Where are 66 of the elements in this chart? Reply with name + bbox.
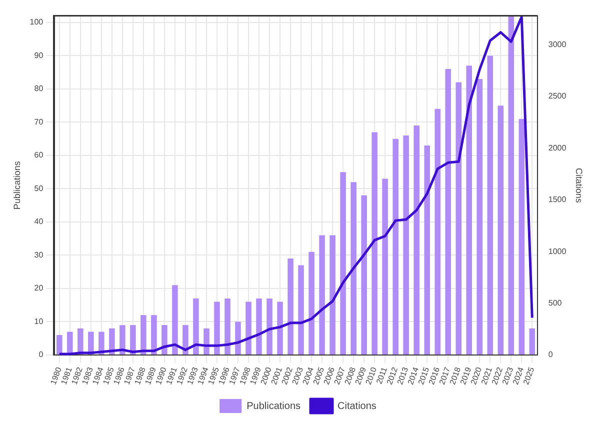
y-tick-label: 40 xyxy=(34,217,44,226)
y2-axis-title: Citations xyxy=(574,168,584,204)
bar xyxy=(372,132,378,354)
y-tick-label: 70 xyxy=(34,117,44,126)
bar xyxy=(56,335,62,354)
bar xyxy=(382,178,388,354)
y-tick-label: 10 xyxy=(34,316,44,326)
bar xyxy=(340,172,346,354)
legend-label: Citations xyxy=(338,400,376,412)
bar xyxy=(140,315,146,354)
bar xyxy=(120,325,126,354)
y-tick-label: 50 xyxy=(34,184,44,193)
bar xyxy=(466,66,472,354)
bar xyxy=(414,126,420,354)
bar xyxy=(172,285,178,354)
bar xyxy=(308,252,314,354)
y2-tick-label: 0 xyxy=(548,350,554,360)
y-tick-label: 0 xyxy=(38,350,44,360)
bar xyxy=(508,16,514,354)
y-tick-label: 20 xyxy=(34,284,44,293)
y2-tick-label: 500 xyxy=(548,298,562,308)
y-tick-label: 90 xyxy=(34,50,44,60)
bar xyxy=(193,298,199,354)
y2-tick-label: 2000 xyxy=(548,143,567,152)
bar xyxy=(162,325,168,354)
bar xyxy=(330,235,336,354)
bar xyxy=(456,82,462,354)
bar xyxy=(361,195,367,354)
bar xyxy=(235,322,241,354)
legend-label: Publications xyxy=(246,400,301,412)
bar xyxy=(204,328,210,354)
bar xyxy=(319,235,325,354)
y-tick-label: 100 xyxy=(30,18,44,27)
bar xyxy=(434,108,440,354)
y2-tick-label: 3000 xyxy=(548,40,567,49)
bar xyxy=(288,258,294,354)
bar xyxy=(445,69,451,354)
bar xyxy=(214,302,220,354)
bar xyxy=(78,328,84,354)
bar xyxy=(67,332,73,354)
bar xyxy=(403,136,409,354)
bar xyxy=(487,56,494,354)
bar xyxy=(151,315,157,354)
bar xyxy=(246,302,252,354)
bar xyxy=(498,106,504,354)
bar xyxy=(182,325,188,354)
y-axis-title: Publications xyxy=(12,160,22,210)
bar xyxy=(392,138,398,354)
y-tick-label: 30 xyxy=(34,250,44,260)
y2-tick-label: 2500 xyxy=(548,92,567,101)
bar xyxy=(130,325,136,354)
bar xyxy=(529,328,536,354)
y2-tick-label: 1500 xyxy=(548,195,567,204)
bar xyxy=(518,118,525,354)
y-tick-label: 60 xyxy=(34,150,44,160)
bar xyxy=(298,265,304,354)
bar xyxy=(88,332,94,354)
y-tick-label: 80 xyxy=(34,84,44,94)
bar xyxy=(277,302,283,354)
bar xyxy=(266,298,272,354)
bar xyxy=(476,78,483,354)
bar xyxy=(256,298,262,354)
y2-tick-label: 1000 xyxy=(548,246,567,256)
bar xyxy=(224,298,230,354)
bar xyxy=(424,145,430,354)
bar xyxy=(350,182,356,354)
